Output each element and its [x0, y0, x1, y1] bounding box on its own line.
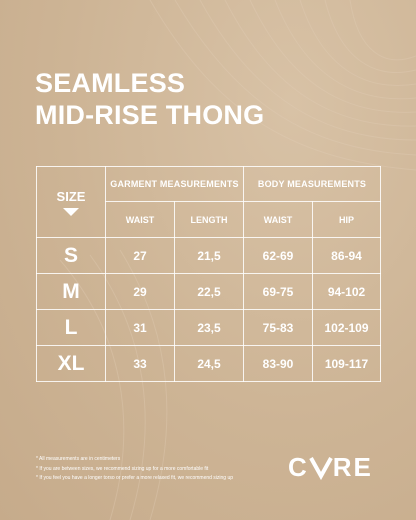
logo-letters-re: RE — [332, 452, 373, 482]
body-hip-cell: 109-117 — [312, 345, 382, 382]
body-waist-cell: 75-83 — [243, 309, 314, 346]
garment-waist-header: WAIST — [105, 201, 175, 238]
product-title: SEAMLESS MID-RISE THONG — [35, 67, 264, 131]
size-header-cell: SIZE — [36, 166, 106, 238]
down-arrow-icon — [63, 207, 79, 216]
table-row: M 29 22,5 69-75 94-102 — [36, 273, 382, 310]
body-waist-cell: 83-90 — [243, 345, 314, 382]
size-header: SIZE — [56, 188, 86, 204]
table-row: S 27 21,5 62-69 86-94 — [36, 237, 382, 274]
body-measurements-header: BODY MEASUREMENTS — [243, 166, 382, 202]
garment-waist-cell: 31 — [105, 309, 175, 346]
size-table: SIZE GARMENT MEASUREMENTS BODY MEASUREME… — [36, 166, 382, 382]
garment-waist-cell: 27 — [105, 237, 175, 274]
body-waist-cell: 69-75 — [243, 273, 314, 310]
body-waist-cell: 62-69 — [243, 237, 314, 274]
size-cell: S — [36, 237, 106, 274]
footnotes: * All measurements are in centimeters * … — [36, 455, 233, 484]
garment-length-cell: 22,5 — [173, 273, 245, 310]
footnote-units: * All measurements are in centimeters — [36, 456, 121, 462]
brand-logo: C RE — [288, 453, 373, 481]
logo-v-icon — [309, 457, 333, 481]
garment-length-cell: 21,5 — [173, 237, 245, 274]
body-waist-header: WAIST — [243, 201, 314, 238]
garment-waist-cell: 33 — [105, 345, 175, 382]
garment-length-cell: 24,5 — [173, 345, 245, 382]
footnote-between-sizes: * If you are between sizes, we recommend… — [36, 465, 209, 472]
garment-length-header: LENGTH — [173, 201, 245, 238]
table-row: L 31 23,5 75-83 102-109 — [36, 309, 382, 346]
size-cell: XL — [36, 345, 106, 382]
logo-letter-c: C — [288, 452, 309, 482]
body-hip-cell: 102-109 — [312, 309, 382, 346]
title-line-2: MID-RISE THONG — [35, 100, 265, 130]
garment-length-cell: 23,5 — [173, 309, 245, 346]
garment-waist-cell: 29 — [105, 273, 175, 310]
body-hip-header: HIP — [312, 201, 382, 238]
body-hip-cell: 86-94 — [312, 237, 382, 274]
body-hip-cell: 94-102 — [312, 273, 382, 310]
footnote-longer-torso: * If you feel you have a longer torso or… — [36, 475, 234, 481]
size-cell: M — [36, 273, 106, 310]
table-row: XL 33 24,5 83-90 109-117 — [36, 345, 382, 382]
title-line-1: SEAMLESS — [35, 68, 186, 98]
size-cell: L — [36, 309, 106, 346]
garment-measurements-header: GARMENT MEASUREMENTS — [104, 166, 245, 202]
